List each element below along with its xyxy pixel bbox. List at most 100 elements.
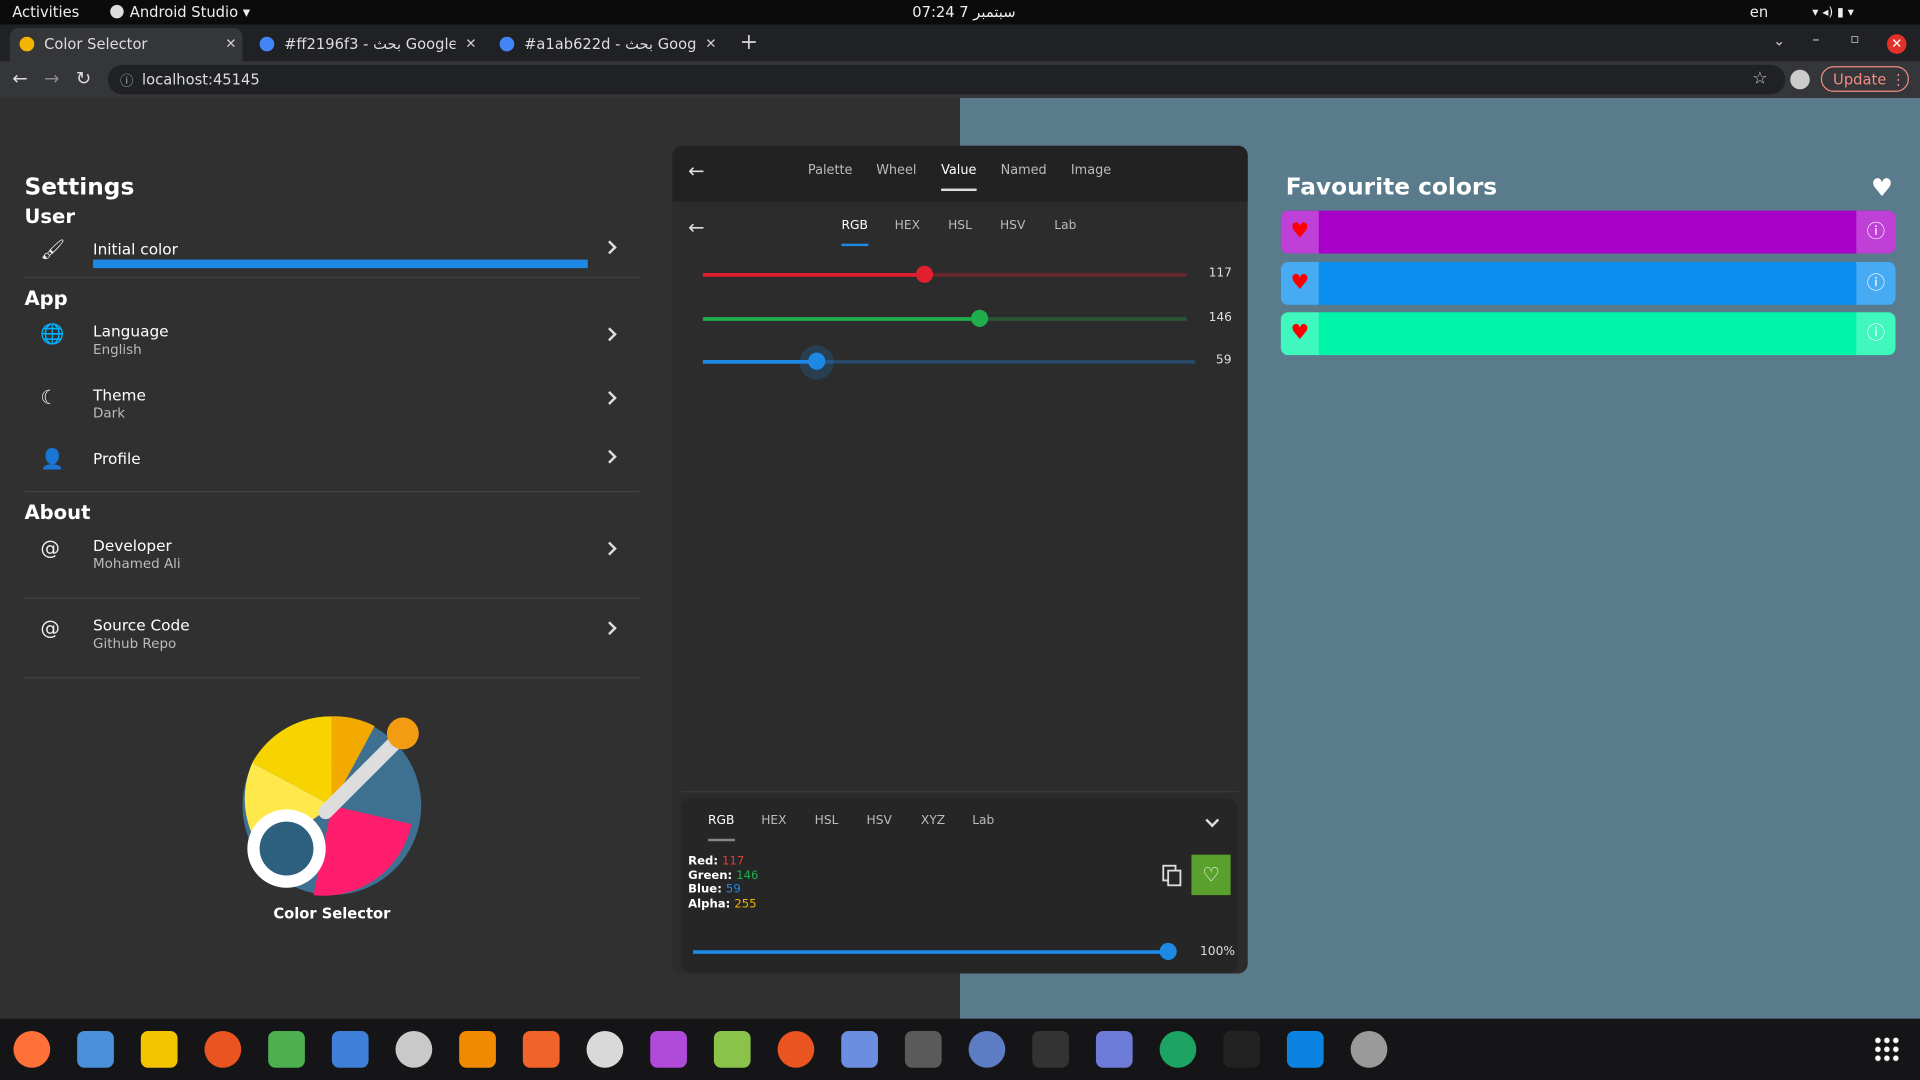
settings-item[interactable]: @ Source Code Github Repo [24, 606, 639, 670]
space-tab[interactable]: HEX [894, 219, 921, 233]
back[interactable]: ← [12, 67, 28, 90]
favourites-icon[interactable]: ♥ [1871, 172, 1893, 203]
space-tab[interactable]: Lab [1054, 219, 1077, 233]
dock-icon[interactable] [459, 1031, 496, 1068]
settings-item[interactable]: @ Developer Mohamed Ali [24, 527, 639, 591]
dock-icon[interactable] [140, 1031, 178, 1068]
chevron[interactable] [602, 449, 617, 464]
opacity-thumb[interactable] [1159, 942, 1177, 961]
dock-icon[interactable] [650, 1031, 687, 1068]
slider[interactable] [702, 345, 1196, 380]
mode-tab[interactable]: Named [1000, 162, 1047, 178]
mode-tab[interactable]: Image [1070, 162, 1112, 178]
tab[interactable]: #ff2196f3 - بحث Google ✕ [250, 28, 483, 61]
back-button[interactable]: ← [688, 215, 705, 239]
dock-icon[interactable] [1095, 1031, 1133, 1068]
chevron[interactable] [602, 240, 617, 255]
chevron[interactable] [602, 327, 617, 342]
slider-thumb[interactable] [808, 352, 826, 370]
output-tab[interactable]: Lab [972, 814, 995, 828]
forward[interactable]: → [44, 67, 60, 90]
collapse[interactable] [1205, 813, 1220, 828]
dock-icon[interactable] [395, 1031, 433, 1068]
settings-item[interactable]: 👤 Profile [24, 440, 639, 489]
dock-icon[interactable] [1223, 1031, 1261, 1068]
output-tab[interactable]: RGB [708, 814, 735, 842]
settings-item[interactable]: 🌐 Language English [24, 312, 639, 376]
dock-icon[interactable] [268, 1031, 305, 1068]
bookmark[interactable]: ☆ [1752, 68, 1768, 89]
slider[interactable] [702, 265, 1187, 283]
settings-section: App 🌐 Language English ☾ Theme Dark 👤 Profile [24, 285, 640, 493]
favourite-info[interactable]: ⓘ [1856, 312, 1896, 356]
dock-icon[interactable] [841, 1031, 878, 1068]
dock-icon[interactable] [204, 1031, 242, 1068]
slider-thumb[interactable] [971, 309, 989, 327]
chevron[interactable] [602, 621, 617, 636]
update-button[interactable]: Update ⋮ [1820, 66, 1909, 92]
activities[interactable]: Activities [12, 3, 80, 21]
slider-thumb[interactable] [916, 265, 934, 283]
new-tab[interactable]: + [739, 29, 759, 56]
dock-icon[interactable] [77, 1031, 114, 1068]
back-button[interactable]: ← [688, 159, 705, 183]
restore[interactable]: ▫ [1850, 30, 1860, 47]
tab[interactable]: #a1ab622d - بحث Google ✕ [490, 28, 723, 61]
chevron[interactable] [602, 391, 617, 405]
slider[interactable] [702, 309, 1187, 327]
favourite-heart[interactable]: ♥ [1280, 261, 1319, 305]
language[interactable]: en [1749, 3, 1769, 21]
close-window[interactable]: ✕ [1886, 34, 1907, 54]
app-grid[interactable] [1873, 1035, 1901, 1063]
favourite-info[interactable]: ⓘ [1856, 210, 1896, 254]
dock-icon[interactable] [331, 1031, 369, 1068]
dock-icon[interactable] [1286, 1031, 1324, 1068]
tab-search[interactable]: ⌄ [1773, 31, 1786, 49]
favourite-button[interactable]: ♡ [1191, 854, 1231, 896]
mode-tab[interactable]: Wheel [876, 162, 917, 178]
tab-close[interactable]: ✕ [465, 35, 477, 52]
dock-icon[interactable] [1159, 1031, 1197, 1068]
dock-icon[interactable] [1350, 1031, 1388, 1068]
dock-icon[interactable] [777, 1031, 815, 1068]
output-tab[interactable]: HSL [814, 814, 839, 828]
dock-icon[interactable] [713, 1031, 751, 1068]
dock-icon[interactable] [904, 1031, 942, 1068]
status-icons[interactable]: ▾ ◂) ▮ ▾ [1812, 6, 1854, 20]
favourite-color[interactable]: ♥ ⓘ [1280, 261, 1896, 305]
reload[interactable]: ↻ [75, 67, 92, 90]
dock-icon[interactable] [1032, 1031, 1069, 1068]
tab[interactable]: Color Selector ✕ [9, 28, 243, 62]
space-tab[interactable]: RGB [841, 219, 868, 247]
mode-tab[interactable]: Palette [807, 162, 853, 178]
app-menu[interactable]: Android Studio ▾ [110, 4, 250, 21]
copy-button[interactable] [1162, 864, 1182, 887]
output-tab[interactable]: HEX [761, 814, 787, 828]
favourite-color[interactable]: ♥ ⓘ [1280, 312, 1896, 356]
mode-tab[interactable]: Value [941, 163, 977, 192]
opacity-value: 100% [1200, 945, 1236, 959]
chevron[interactable] [602, 541, 617, 556]
favourite-color[interactable]: ♥ ⓘ [1280, 210, 1896, 254]
opacity-slider[interactable] [693, 942, 1177, 961]
dock-icon[interactable] [586, 1031, 624, 1068]
favourite-heart[interactable]: ♥ [1280, 312, 1319, 356]
space-tab[interactable]: HSV [999, 219, 1026, 233]
dock-icon[interactable] [13, 1031, 51, 1068]
omnibox[interactable]: ⓘ localhost:45145 ☆ [107, 64, 1786, 95]
favourite-heart[interactable]: ♥ [1280, 210, 1319, 254]
tab-close[interactable]: ✕ [225, 35, 237, 52]
space-tab[interactable]: HSL [948, 219, 972, 233]
dock-icon[interactable] [968, 1031, 1006, 1068]
output-tab[interactable]: XYZ [920, 814, 946, 828]
settings-item[interactable]: ☾ Theme Dark [24, 376, 639, 440]
clock[interactable]: 07:24 7 سبتمبر [912, 3, 1016, 21]
minimize[interactable]: – [1812, 30, 1820, 48]
profile-avatar[interactable] [1790, 69, 1810, 90]
output-tab[interactable]: HSV [866, 814, 892, 828]
tab-close[interactable]: ✕ [705, 35, 717, 52]
favourite-info[interactable]: ⓘ [1856, 261, 1896, 305]
dock-icon[interactable] [522, 1031, 560, 1068]
settings-item[interactable]: 🖌 Initial color [24, 230, 639, 274]
